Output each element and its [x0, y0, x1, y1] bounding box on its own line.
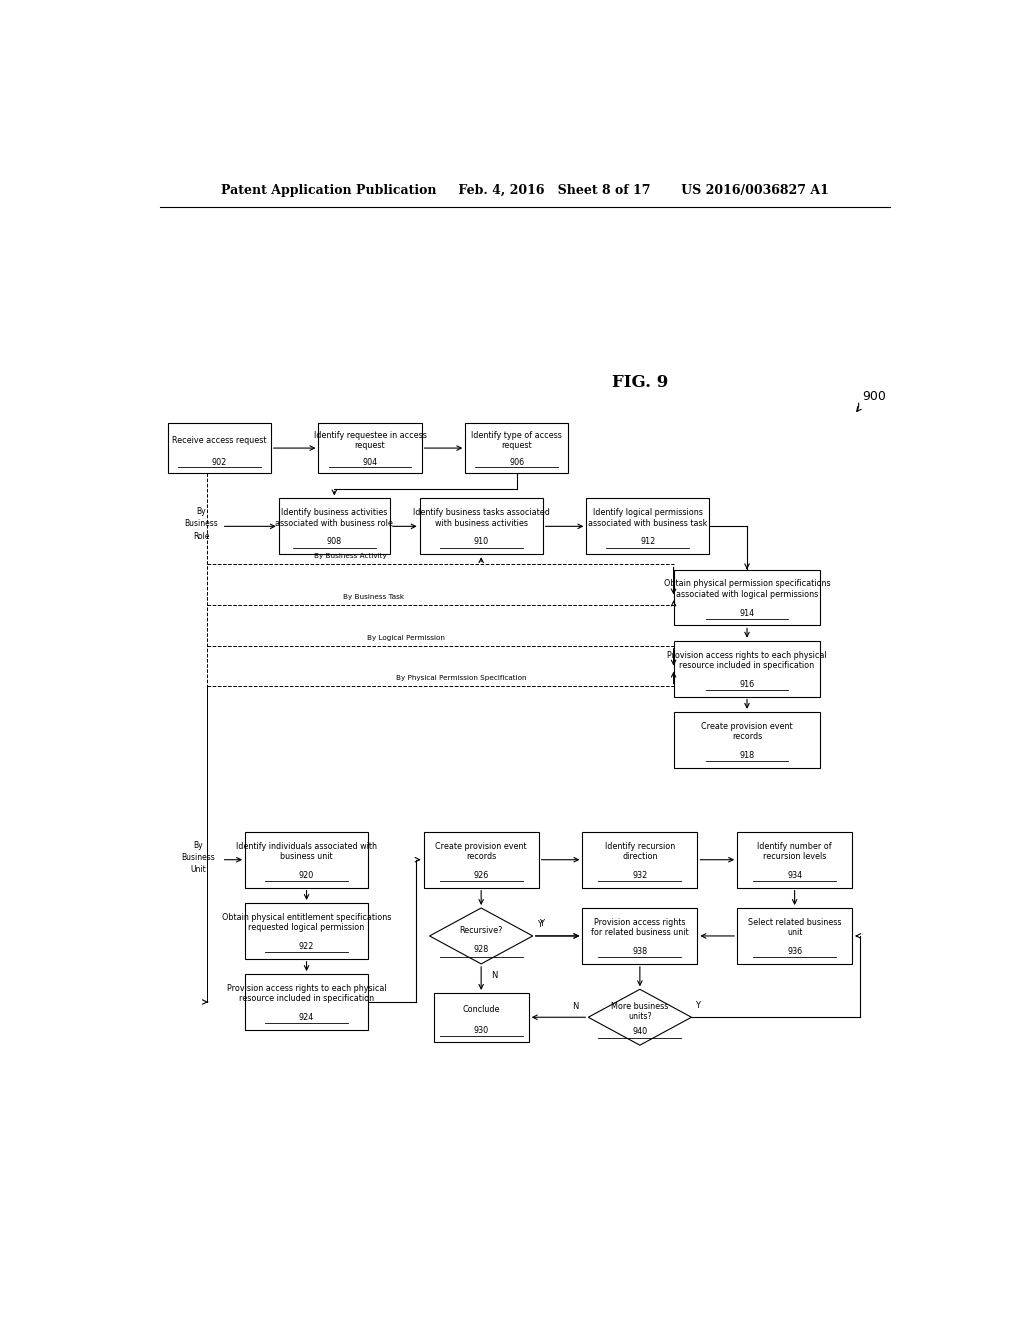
Text: 940: 940: [632, 1027, 647, 1036]
Text: By Logical Permission: By Logical Permission: [367, 635, 444, 640]
Text: Identify individuals associated with
business unit: Identify individuals associated with bus…: [237, 842, 377, 861]
Bar: [737, 908, 852, 964]
Bar: [279, 499, 390, 554]
Bar: [168, 422, 270, 474]
Bar: [424, 832, 539, 887]
Bar: [433, 993, 528, 1041]
Text: 938: 938: [632, 946, 647, 956]
Text: 934: 934: [787, 871, 802, 880]
Text: Recursive?: Recursive?: [460, 925, 503, 935]
Text: Y: Y: [537, 920, 542, 929]
Text: Create provision event
records: Create provision event records: [435, 842, 527, 861]
Bar: [245, 903, 368, 958]
Text: 902: 902: [212, 458, 227, 467]
Text: Business: Business: [181, 853, 215, 862]
Text: 932: 932: [632, 871, 647, 880]
Text: Identify number of
recursion levels: Identify number of recursion levels: [758, 842, 831, 861]
Text: 926: 926: [473, 871, 488, 880]
Text: Receive access request: Receive access request: [172, 436, 266, 445]
Text: Y: Y: [539, 919, 544, 928]
Bar: [583, 908, 697, 964]
Text: Provision access rights to each physical
resource included in specification: Provision access rights to each physical…: [668, 651, 826, 671]
Text: 920: 920: [299, 871, 314, 880]
Text: FIG. 9: FIG. 9: [611, 374, 668, 391]
Bar: [674, 569, 820, 626]
Text: Identify business tasks associated
with business activities: Identify business tasks associated with …: [413, 508, 550, 528]
Text: Obtain physical entitlement specifications
requested logical permission: Obtain physical entitlement specificatio…: [222, 912, 391, 932]
Text: Identify type of access
request: Identify type of access request: [471, 430, 562, 450]
Text: Identify requestee in access
request: Identify requestee in access request: [313, 430, 426, 450]
Bar: [674, 640, 820, 697]
Text: 912: 912: [640, 537, 655, 546]
Text: Identify business activities
associated with business role: Identify business activities associated …: [275, 508, 393, 528]
Bar: [587, 499, 710, 554]
Text: Conclude: Conclude: [463, 1006, 500, 1015]
Text: Business: Business: [184, 519, 218, 528]
Text: Identify recursion
direction: Identify recursion direction: [605, 842, 675, 861]
Text: By: By: [194, 841, 203, 850]
Text: Identify logical permissions
associated with business task: Identify logical permissions associated …: [588, 508, 708, 528]
Text: 918: 918: [739, 751, 755, 760]
Bar: [465, 422, 568, 474]
Text: 924: 924: [299, 1014, 314, 1022]
Text: 906: 906: [509, 458, 524, 467]
Text: Role: Role: [193, 532, 209, 540]
Text: Unit: Unit: [190, 865, 206, 874]
Bar: [583, 832, 697, 887]
Text: Y: Y: [695, 1001, 700, 1010]
Text: 916: 916: [739, 680, 755, 689]
Bar: [245, 974, 368, 1030]
Text: By Physical Permission Specification: By Physical Permission Specification: [396, 676, 526, 681]
Bar: [420, 499, 543, 554]
Text: By Business Task: By Business Task: [343, 594, 404, 601]
Text: 928: 928: [473, 945, 488, 954]
Text: 936: 936: [787, 946, 802, 956]
Text: Create provision event
records: Create provision event records: [701, 722, 793, 741]
Text: More business
units?: More business units?: [611, 1002, 669, 1022]
Text: 922: 922: [299, 942, 314, 950]
Text: 930: 930: [473, 1027, 488, 1035]
Text: 908: 908: [327, 537, 342, 546]
Bar: [737, 832, 852, 887]
Bar: [318, 422, 422, 474]
Polygon shape: [430, 908, 532, 964]
Text: Obtain physical permission specifications
associated with logical permissions: Obtain physical permission specification…: [664, 579, 830, 599]
Text: Patent Application Publication     Feb. 4, 2016   Sheet 8 of 17       US 2016/00: Patent Application Publication Feb. 4, 2…: [221, 185, 828, 198]
Text: 904: 904: [362, 458, 378, 467]
Text: 914: 914: [739, 609, 755, 618]
Text: By: By: [197, 507, 206, 516]
Text: By Business Activity: By Business Activity: [313, 553, 387, 560]
Bar: [674, 711, 820, 768]
Text: Provision access rights to each physical
resource included in specification: Provision access rights to each physical…: [226, 983, 386, 1003]
Text: N: N: [490, 972, 497, 981]
Text: Provision access rights
for related business unit: Provision access rights for related busi…: [591, 917, 689, 937]
Bar: [245, 832, 368, 887]
Polygon shape: [588, 989, 691, 1045]
Text: Select related business
unit: Select related business unit: [748, 917, 842, 937]
Text: N: N: [572, 1002, 579, 1011]
Text: 910: 910: [473, 537, 488, 546]
Text: 900: 900: [862, 391, 886, 404]
